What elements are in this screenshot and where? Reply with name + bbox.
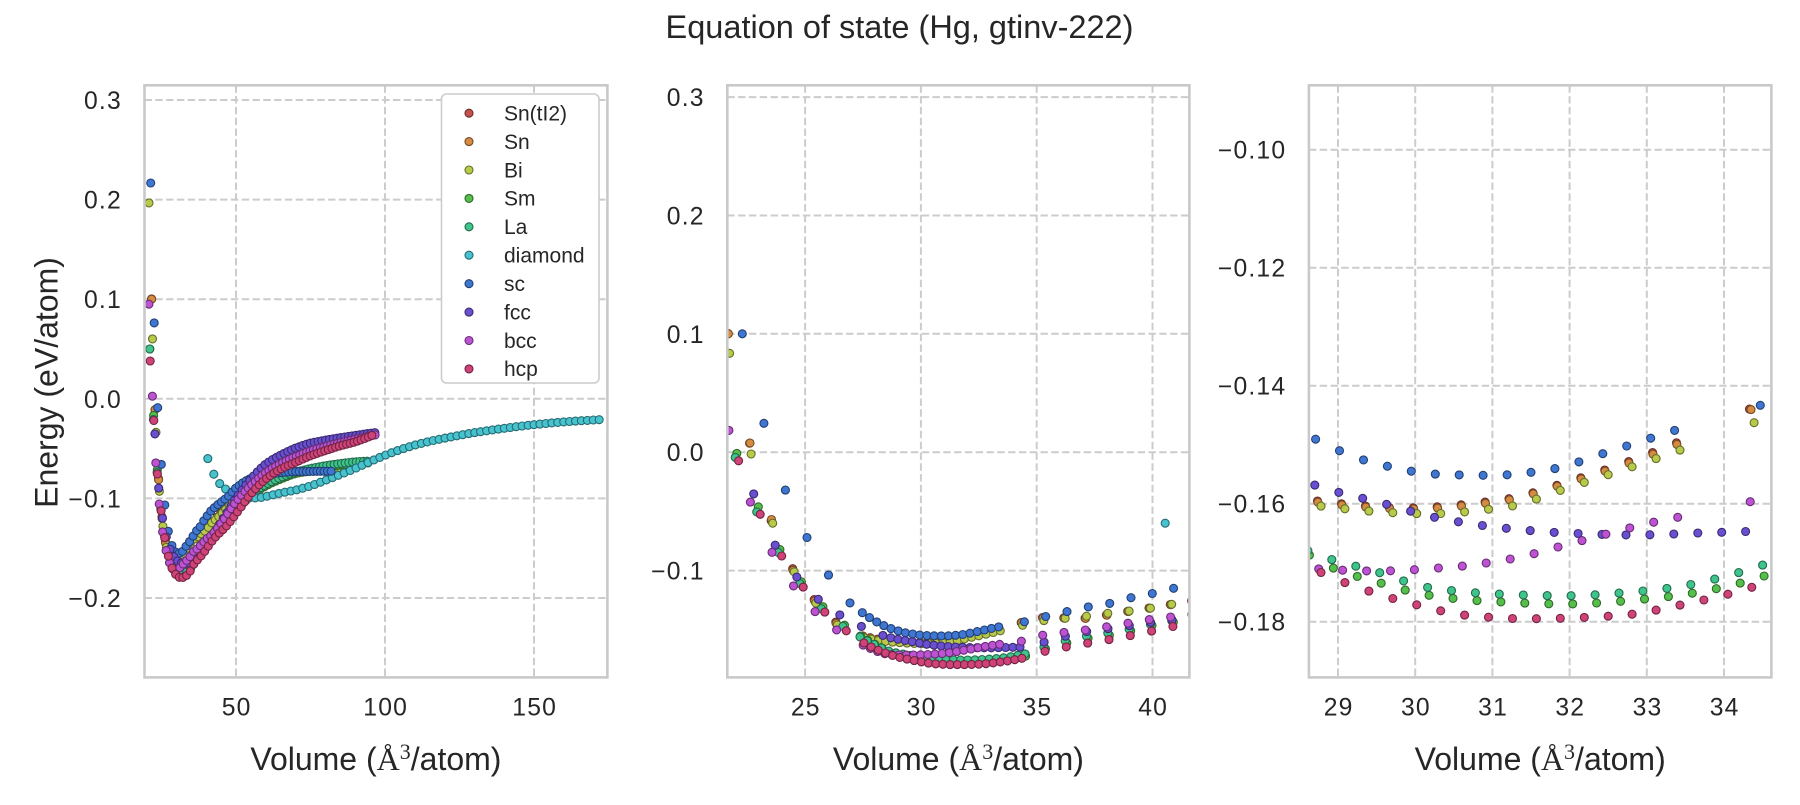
svg-text:Volume (Å3/atom): Volume (Å3/atom) — [833, 739, 1084, 777]
svg-text:0.1: 0.1 — [84, 287, 122, 314]
svg-text:34: 34 — [1710, 695, 1740, 722]
svg-text:Volume (Å3/atom): Volume (Å3/atom) — [250, 739, 501, 777]
svg-text:−0.10: −0.10 — [1218, 138, 1286, 165]
svg-text:35: 35 — [1022, 695, 1052, 722]
svg-text:32: 32 — [1555, 695, 1585, 722]
svg-text:0.0: 0.0 — [84, 387, 122, 414]
svg-text:Energy (eV/atom): Energy (eV/atom) — [29, 257, 65, 508]
svg-text:diamond: diamond — [504, 245, 585, 268]
svg-text:−0.1: −0.1 — [68, 486, 122, 513]
svg-text:−0.2: −0.2 — [68, 586, 122, 613]
svg-text:0.3: 0.3 — [667, 85, 705, 112]
svg-text:−0.18: −0.18 — [1218, 610, 1286, 637]
svg-text:Bi: Bi — [504, 159, 523, 182]
svg-text:100: 100 — [363, 695, 408, 722]
svg-text:0.2: 0.2 — [84, 188, 122, 215]
svg-text:Volume (Å3/atom): Volume (Å3/atom) — [1415, 739, 1666, 777]
svg-text:33: 33 — [1633, 695, 1663, 722]
svg-text:50: 50 — [222, 695, 252, 722]
svg-text:0.2: 0.2 — [667, 204, 705, 231]
svg-text:0.3: 0.3 — [84, 88, 122, 115]
svg-text:Sm: Sm — [504, 188, 536, 211]
svg-text:0.1: 0.1 — [667, 322, 705, 349]
svg-text:31: 31 — [1478, 695, 1508, 722]
svg-text:150: 150 — [512, 695, 557, 722]
svg-text:hcp: hcp — [504, 358, 538, 381]
svg-text:Sn: Sn — [504, 131, 530, 154]
svg-text:30: 30 — [1401, 695, 1431, 722]
svg-text:−0.16: −0.16 — [1218, 492, 1286, 519]
svg-text:fcc: fcc — [504, 301, 531, 324]
svg-text:−0.14: −0.14 — [1218, 374, 1286, 401]
svg-text:sc: sc — [504, 273, 525, 296]
svg-text:La: La — [504, 216, 528, 239]
svg-text:40: 40 — [1138, 695, 1168, 722]
svg-text:−0.12: −0.12 — [1218, 256, 1286, 283]
svg-text:30: 30 — [907, 695, 937, 722]
svg-text:bcc: bcc — [504, 330, 537, 353]
svg-text:25: 25 — [791, 695, 821, 722]
svg-text:Equation of state (Hg, gtinv-2: Equation of state (Hg, gtinv-222) — [666, 9, 1134, 45]
svg-text:29: 29 — [1324, 695, 1354, 722]
svg-text:0.0: 0.0 — [667, 440, 705, 467]
svg-text:−0.1: −0.1 — [651, 559, 705, 586]
svg-text:Sn(tI2): Sn(tI2) — [504, 103, 567, 126]
